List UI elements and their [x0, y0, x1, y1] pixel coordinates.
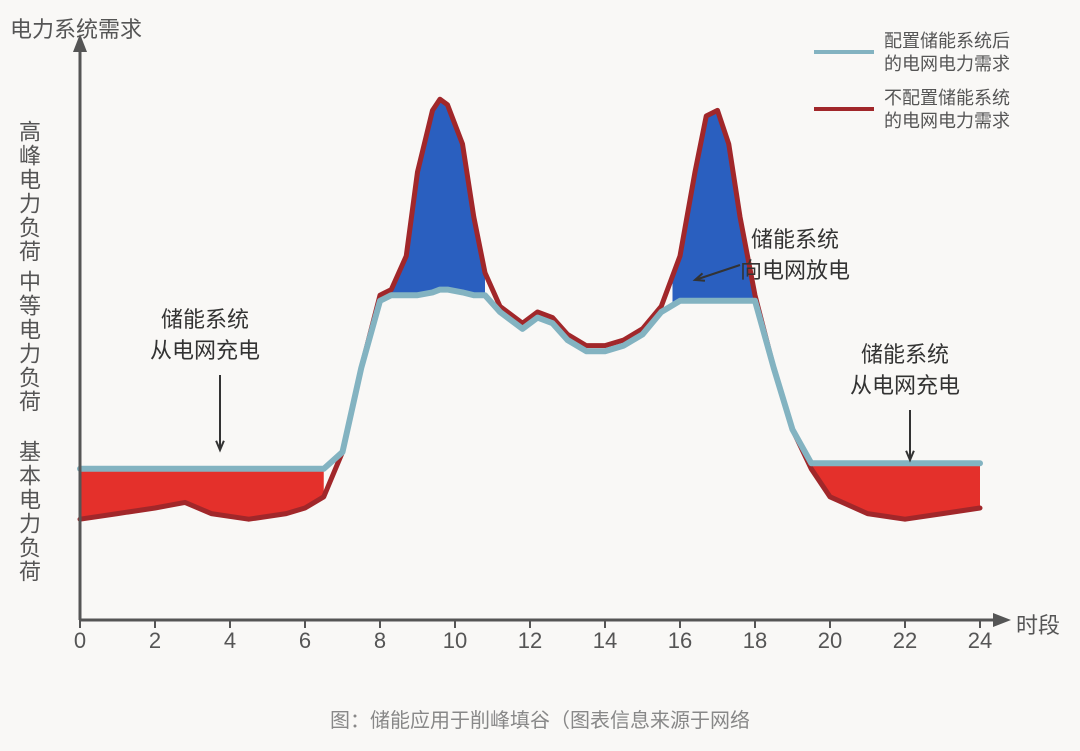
x-tick-label: 14 [593, 628, 617, 654]
legend-label: 配置储能系统后 [884, 30, 1010, 53]
legend-item-with-storage: 配置储能系统后 的电网电力需求 [814, 30, 1010, 77]
x-tick-label: 24 [968, 628, 992, 654]
legend-item-without-storage: 不配置储能系统 的电网电力需求 [814, 87, 1010, 134]
x-tick-label: 18 [743, 628, 767, 654]
y-axis-title: 电力系统需求 [10, 12, 142, 44]
legend: 配置储能系统后 的电网电力需求 不配置储能系统 的电网电力需求 [814, 30, 1010, 144]
legend-swatch-with [814, 50, 874, 54]
y-label-high: 高峰电力负荷 [12, 120, 44, 264]
legend-label: 的电网电力需求 [884, 110, 1010, 133]
x-tick-label: 6 [299, 628, 311, 654]
x-tick-label: 16 [668, 628, 692, 654]
annot-text: 储能系统 [150, 305, 260, 336]
x-axis-arrow-icon [993, 613, 1011, 627]
legend-label: 的电网电力需求 [884, 53, 1010, 76]
x-axis-title: 时段 [1016, 608, 1060, 640]
x-tick-label: 0 [74, 628, 86, 654]
x-tick-label: 12 [518, 628, 542, 654]
y-label-mid: 中等电力负荷 [12, 270, 44, 414]
annot-text: 储能系统 [850, 340, 960, 371]
legend-label: 不配置储能系统 [884, 87, 1010, 110]
x-tick-label: 22 [893, 628, 917, 654]
annot-text: 从电网充电 [850, 371, 960, 402]
x-tick-label: 8 [374, 628, 386, 654]
annot-text: 从电网充电 [150, 336, 260, 367]
x-tick-label: 10 [443, 628, 467, 654]
x-tick-label: 2 [149, 628, 161, 654]
annotation-charge-left: 储能系统 从电网充电 [150, 305, 260, 367]
legend-swatch-without [814, 107, 874, 111]
annot-text: 储能系统 [740, 225, 850, 256]
x-tick-label: 4 [224, 628, 236, 654]
y-label-base: 基本电力负荷 [12, 440, 44, 584]
x-tick-label: 20 [818, 628, 842, 654]
chart-caption: 图：储能应用于削峰填谷（图表信息来源于网络 [0, 704, 1080, 733]
annotation-charge-right: 储能系统 从电网充电 [850, 340, 960, 402]
annot-text: 向电网放电 [740, 256, 850, 287]
annotation-discharge: 储能系统 向电网放电 [740, 225, 850, 287]
